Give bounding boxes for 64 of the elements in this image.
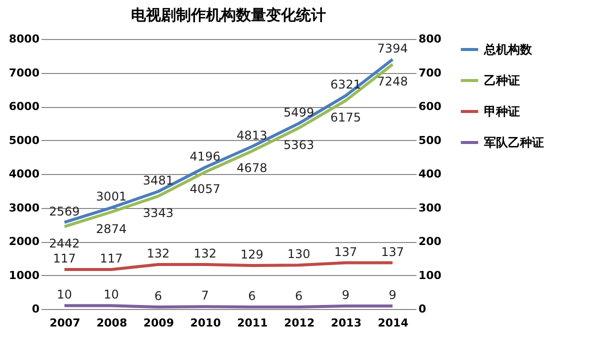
y-tick-label: 0 xyxy=(32,302,40,316)
y2-tick-label: 500 xyxy=(418,134,442,147)
data-label: 132 xyxy=(194,246,217,260)
y-tick-label: 6000 xyxy=(8,100,40,113)
data-label: 6 xyxy=(248,288,256,303)
data-label: 10 xyxy=(104,288,119,302)
x-tick-label: 2011 xyxy=(237,316,268,330)
data-label: 5363 xyxy=(284,138,314,152)
data-label: 2442 xyxy=(49,236,80,251)
data-label: 7248 xyxy=(377,74,408,88)
y-tick-label: 8000 xyxy=(8,32,40,46)
data-label: 5499 xyxy=(284,105,314,120)
data-label: 9 xyxy=(342,288,350,302)
legend-label: 乙种证 xyxy=(484,74,520,88)
data-label: 137 xyxy=(334,244,358,259)
legend-label: 总机构数 xyxy=(483,42,533,56)
data-label: 6 xyxy=(294,288,303,303)
x-tick-label: 2010 xyxy=(190,316,222,330)
data-label: 6 xyxy=(154,288,162,303)
data-label: 4196 xyxy=(190,149,220,164)
data-label: 132 xyxy=(146,246,170,260)
data-label: 2569 xyxy=(49,204,80,218)
data-label: 117 xyxy=(52,252,76,266)
x-tick-label: 2009 xyxy=(143,316,174,330)
data-label: 3481 xyxy=(142,174,174,188)
line-series xyxy=(62,261,394,272)
data-label: 3343 xyxy=(142,206,174,220)
y2-tick-label: 300 xyxy=(418,201,442,214)
data-label: 3001 xyxy=(96,190,127,204)
data-label: 6321 xyxy=(330,78,361,92)
data-label: 2874 xyxy=(96,222,127,236)
data-label: 10 xyxy=(56,288,72,302)
y2-tick-label: 700 xyxy=(418,66,442,80)
y-tick-label: 4000 xyxy=(8,168,40,180)
y2-tick-label: 200 xyxy=(418,235,442,248)
x-tick-label: 2008 xyxy=(96,316,128,330)
legend-label: 军队乙种证 xyxy=(484,136,544,150)
data-label: 129 xyxy=(240,247,264,262)
y2-tick-label: 600 xyxy=(418,100,442,113)
y-tick-label: 3000 xyxy=(8,201,40,214)
x-tick-label: 2007 xyxy=(50,316,80,330)
x-tick-label: 2013 xyxy=(330,316,362,330)
data-label: 6175 xyxy=(330,110,361,125)
data-label: 9 xyxy=(388,288,396,302)
y-tick-label: 5000 xyxy=(8,134,40,147)
data-label: 130 xyxy=(287,247,310,262)
data-label: 4057 xyxy=(190,182,220,196)
y-tick-label: 2000 xyxy=(8,235,40,248)
y2-tick-label: 400 xyxy=(418,168,442,180)
y2-tick-label: 100 xyxy=(418,268,442,282)
legend-label: 甲种证 xyxy=(484,104,520,118)
data-label: 7 xyxy=(201,288,209,303)
x-tick-label: 2014 xyxy=(378,316,409,330)
data-label: 137 xyxy=(381,244,404,259)
y-tick-label: 1000 xyxy=(8,268,40,282)
data-label: 117 xyxy=(100,252,123,266)
data-label: 4678 xyxy=(236,161,268,176)
data-label: 7394 xyxy=(377,41,408,56)
y2-tick-label: 800 xyxy=(418,32,442,46)
x-tick-label: 2012 xyxy=(284,316,315,330)
chart-title: 电视剧制作机构数量变化统计 xyxy=(131,6,326,24)
y-tick-label: 7000 xyxy=(8,66,40,80)
data-label: 4813 xyxy=(236,128,268,143)
y2-tick-label: 0 xyxy=(418,302,426,316)
